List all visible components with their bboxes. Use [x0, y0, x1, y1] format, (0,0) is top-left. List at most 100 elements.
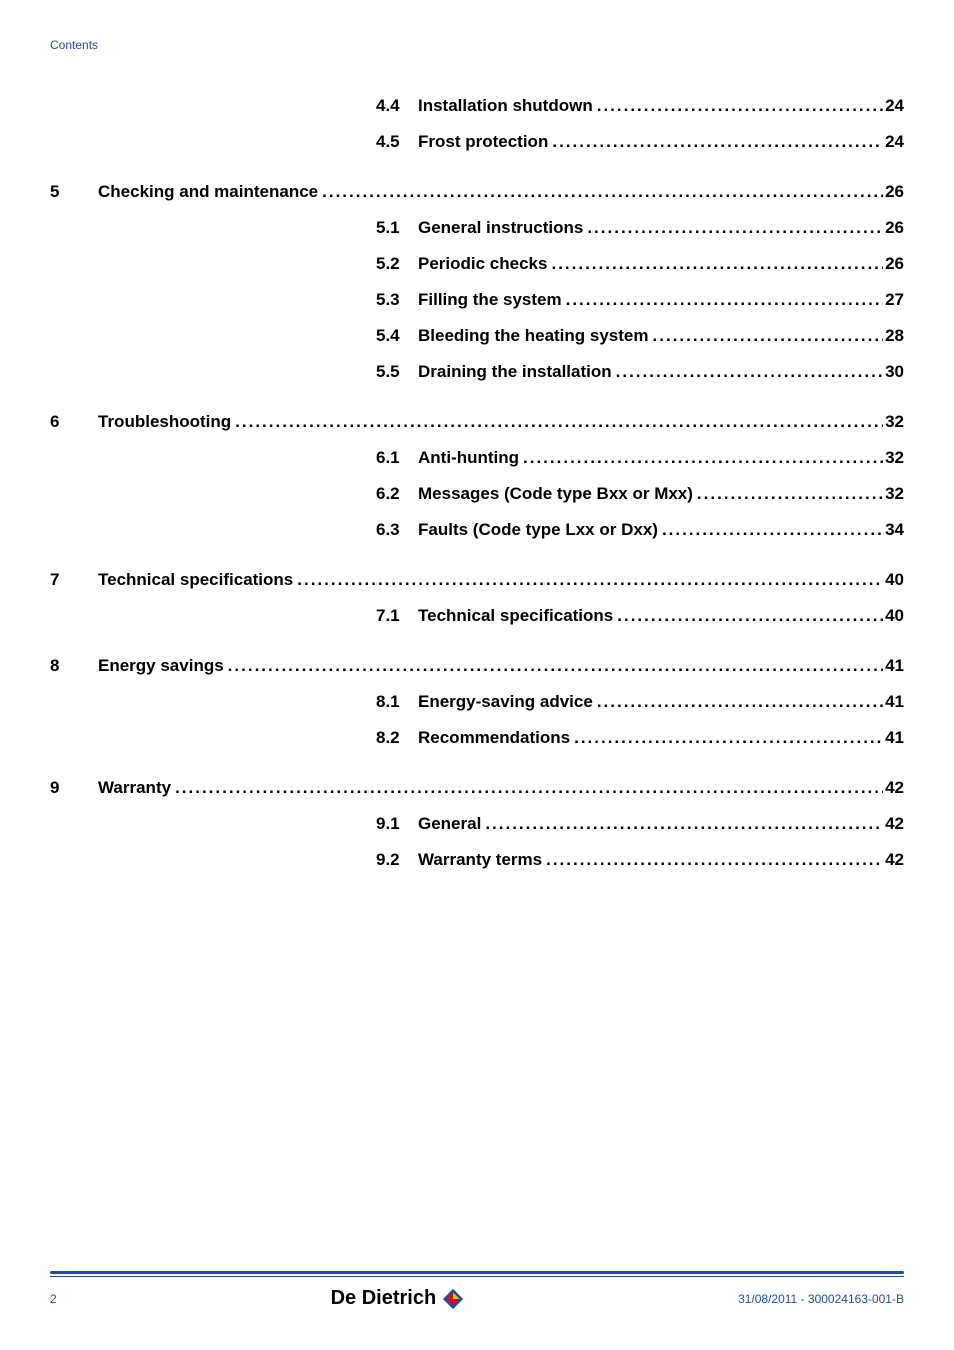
toc-chapter-title: Checking and maintenance — [98, 182, 318, 202]
table-of-contents: 4.4Installation shutdown244.5Frost prote… — [50, 80, 904, 870]
toc-sub-page: 40 — [883, 606, 904, 626]
toc-leader-dots — [297, 570, 883, 590]
toc-sub-number: 8.2 — [376, 728, 418, 748]
toc-chapter-page: 42 — [883, 778, 904, 798]
toc-chapter-title: Technical specifications — [98, 570, 293, 590]
toc-sub-number: 9.2 — [376, 850, 418, 870]
toc-sub-title: Frost protection — [418, 132, 548, 152]
toc-leader-dots — [235, 412, 883, 432]
toc-sub-page: 42 — [883, 850, 904, 870]
toc-sub-row: 6.3Faults (Code type Lxx or Dxx) 34 — [50, 520, 904, 540]
toc-leader-dots — [574, 728, 883, 748]
toc-sub-row: 7.1Technical specifications 40 — [50, 606, 904, 626]
toc-sub-title: Periodic checks — [418, 254, 547, 274]
toc-sub-number: 4.5 — [376, 132, 418, 152]
toc-sub-row: 4.5Frost protection 24 — [50, 132, 904, 152]
toc-leader-dots — [175, 778, 883, 798]
toc-sub-page: 42 — [883, 814, 904, 834]
toc-chapter-number: 8 — [50, 656, 98, 676]
toc-sub-row: 9.2Warranty terms 42 — [50, 850, 904, 870]
toc-sub-number: 5.4 — [376, 326, 418, 346]
toc-sub-row: 9.1General 42 — [50, 814, 904, 834]
toc-leader-dots — [485, 814, 883, 834]
toc-chapter-page: 40 — [883, 570, 904, 590]
toc-chapter-row: 7Technical specifications 40 — [50, 570, 904, 590]
toc-sub-row: 5.5Draining the installation 30 — [50, 362, 904, 382]
toc-sub-number: 6.2 — [376, 484, 418, 504]
toc-sub-page: 27 — [883, 290, 904, 310]
footer-brand-text: De Dietrich — [331, 1287, 437, 1310]
toc-sub-title: Warranty terms — [418, 850, 542, 870]
footer-rule-thick — [50, 1271, 904, 1274]
toc-sub-row: 4.4Installation shutdown 24 — [50, 96, 904, 116]
toc-sub-row: 6.1Anti-hunting32 — [50, 448, 904, 468]
toc-sub-page: 26 — [883, 254, 904, 274]
toc-chapter-number: 9 — [50, 778, 98, 798]
toc-sub-row: 8.2Recommendations 41 — [50, 728, 904, 748]
footer-brand: De Dietrich — [331, 1287, 465, 1310]
toc-sub-title: Energy-saving advice — [418, 692, 593, 712]
toc-sub-number: 6.3 — [376, 520, 418, 540]
toc-sub-number: 6.1 — [376, 448, 418, 468]
footer-doc-info: 31/08/2011 - 300024163-001-B — [738, 1292, 904, 1306]
toc-sub-number: 9.1 — [376, 814, 418, 834]
toc-chapter-number: 7 — [50, 570, 98, 590]
toc-sub-page: 32 — [883, 484, 904, 504]
toc-sub-page: 24 — [883, 96, 904, 116]
toc-sub-page: 34 — [883, 520, 904, 540]
toc-leader-dots — [616, 362, 883, 382]
toc-sub-title: General — [418, 814, 481, 834]
toc-sub-row: 6.2Messages (Code type Bxx or Mxx) 32 — [50, 484, 904, 504]
toc-leader-dots — [597, 96, 883, 116]
footer-page-number: 2 — [50, 1292, 57, 1306]
toc-sub-title: Draining the installation — [418, 362, 612, 382]
diamond-icon — [442, 1288, 464, 1310]
toc-leader-dots — [566, 290, 883, 310]
toc-sub-title: Filling the system — [418, 290, 562, 310]
toc-sub-number: 8.1 — [376, 692, 418, 712]
toc-sub-title: Technical specifications — [418, 606, 613, 626]
toc-sub-page: 30 — [883, 362, 904, 382]
toc-chapter-row: 6Troubleshooting 32 — [50, 412, 904, 432]
toc-sub-number: 7.1 — [376, 606, 418, 626]
toc-chapter-row: 9Warranty 42 — [50, 778, 904, 798]
toc-chapter-title: Warranty — [98, 778, 171, 798]
toc-chapter-title: Troubleshooting — [98, 412, 231, 432]
page-footer: 2 De Dietrich 31/08/2011 - 300024163-001… — [50, 1271, 904, 1310]
toc-chapter-page: 32 — [883, 412, 904, 432]
toc-leader-dots — [697, 484, 883, 504]
toc-sub-title: Bleeding the heating system — [418, 326, 649, 346]
toc-sub-title: Installation shutdown — [418, 96, 593, 116]
toc-sub-number: 4.4 — [376, 96, 418, 116]
toc-sub-number: 5.2 — [376, 254, 418, 274]
toc-leader-dots — [551, 254, 883, 274]
toc-leader-dots — [228, 656, 883, 676]
toc-sub-title: Faults (Code type Lxx or Dxx) — [418, 520, 658, 540]
toc-sub-row: 8.1Energy-saving advice 41 — [50, 692, 904, 712]
toc-sub-page: 28 — [883, 326, 904, 346]
toc-sub-page: 41 — [883, 728, 904, 748]
toc-sub-row: 5.3Filling the system 27 — [50, 290, 904, 310]
toc-sub-number: 5.5 — [376, 362, 418, 382]
toc-leader-dots — [587, 218, 883, 238]
toc-chapter-page: 41 — [883, 656, 904, 676]
footer-rule-thin — [50, 1276, 904, 1277]
toc-sub-page: 24 — [883, 132, 904, 152]
toc-sub-number: 5.1 — [376, 218, 418, 238]
toc-leader-dots — [617, 606, 883, 626]
toc-sub-page: 26 — [883, 218, 904, 238]
toc-leader-dots — [662, 520, 883, 540]
toc-leader-dots — [552, 132, 883, 152]
toc-sub-title: Recommendations — [418, 728, 570, 748]
toc-sub-title: Messages (Code type Bxx or Mxx) — [418, 484, 693, 504]
toc-chapter-row: 5Checking and maintenance26 — [50, 182, 904, 202]
toc-chapter-number: 6 — [50, 412, 98, 432]
toc-sub-row: 5.1General instructions26 — [50, 218, 904, 238]
toc-leader-dots — [546, 850, 883, 870]
toc-sub-page: 41 — [883, 692, 904, 712]
toc-sub-page: 32 — [883, 448, 904, 468]
toc-chapter-row: 8Energy savings 41 — [50, 656, 904, 676]
toc-leader-dots — [322, 182, 883, 202]
toc-sub-number: 5.3 — [376, 290, 418, 310]
toc-chapter-title: Energy savings — [98, 656, 224, 676]
